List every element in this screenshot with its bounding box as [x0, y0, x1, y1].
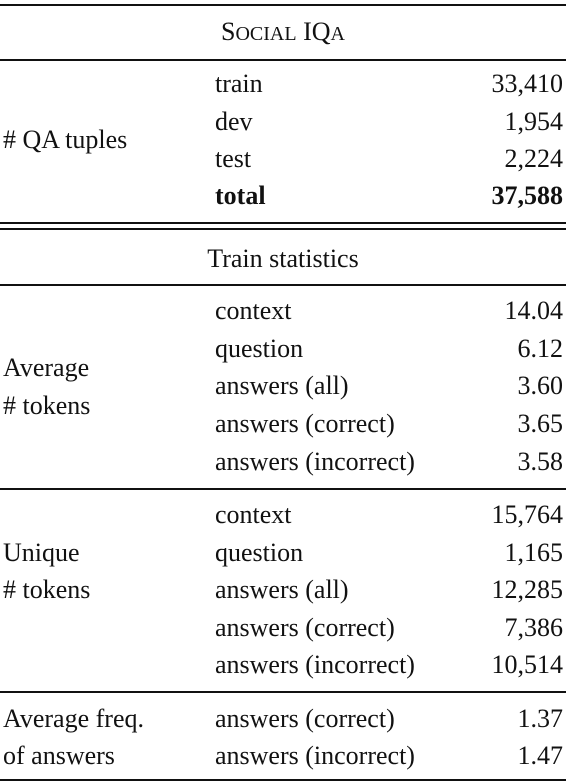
bottom-rule — [0, 779, 566, 781]
field-label: answers (all) — [215, 575, 349, 604]
table-title: SOCIAL IQA — [0, 19, 566, 45]
split-value: 2,224 — [504, 144, 564, 173]
field-label: answers (incorrect) — [215, 650, 415, 679]
split-label-total: total — [215, 181, 266, 210]
field-value: 14.04 — [504, 296, 564, 325]
field-value: 7,386 — [504, 613, 564, 642]
field-label: question — [215, 334, 304, 363]
field-label: question — [215, 538, 304, 567]
title-rule — [0, 59, 566, 61]
title-part: OCIAL — [235, 23, 297, 45]
field-value: 15,764 — [491, 500, 564, 529]
split-value-total: 37,588 — [491, 181, 564, 210]
field-label: context — [215, 500, 292, 529]
heading-rule — [0, 284, 566, 286]
field-value: 6.12 — [517, 334, 564, 363]
top-rule — [0, 4, 566, 6]
field-label: answers (correct) — [215, 704, 395, 733]
section-rule — [0, 691, 566, 693]
train-statistics-heading: Train statistics — [207, 244, 359, 273]
field-value: 1.37 — [517, 704, 564, 733]
field-label: answers (all) — [215, 371, 349, 400]
field-value: 1,165 — [504, 538, 564, 567]
field-value: 1.47 — [517, 741, 564, 770]
double-rule-top — [0, 222, 566, 224]
field-value: 3.58 — [517, 447, 564, 476]
section-rule — [0, 488, 566, 490]
field-label: answers (correct) — [215, 409, 395, 438]
unique-tokens-label-line1: Unique — [3, 538, 80, 567]
title-part: S — [221, 17, 236, 46]
split-value: 33,410 — [491, 69, 564, 98]
title-part: IQ — [296, 17, 331, 46]
field-value: 3.60 — [517, 371, 564, 400]
split-label: test — [215, 144, 252, 173]
field-label: context — [215, 296, 292, 325]
qa-tuples-label: # QA tuples — [3, 125, 128, 154]
double-rule-bottom — [0, 228, 566, 230]
field-value: 3.65 — [517, 409, 564, 438]
average-freq-label-line2: of answers — [3, 741, 115, 770]
field-label: answers (incorrect) — [215, 447, 415, 476]
title-part: A — [330, 23, 345, 45]
field-label: answers (incorrect) — [215, 741, 415, 770]
field-label: answers (correct) — [215, 613, 395, 642]
split-label: dev — [215, 107, 253, 136]
split-label: train — [215, 69, 263, 98]
average-tokens-label-line1: Average — [3, 353, 90, 382]
field-value: 12,285 — [491, 575, 564, 604]
split-value: 1,954 — [504, 107, 564, 136]
average-tokens-label-line2: # tokens — [3, 391, 91, 420]
average-freq-label-line1: Average freq. — [3, 704, 144, 733]
unique-tokens-label-line2: # tokens — [3, 575, 91, 604]
field-value: 10,514 — [491, 650, 564, 679]
